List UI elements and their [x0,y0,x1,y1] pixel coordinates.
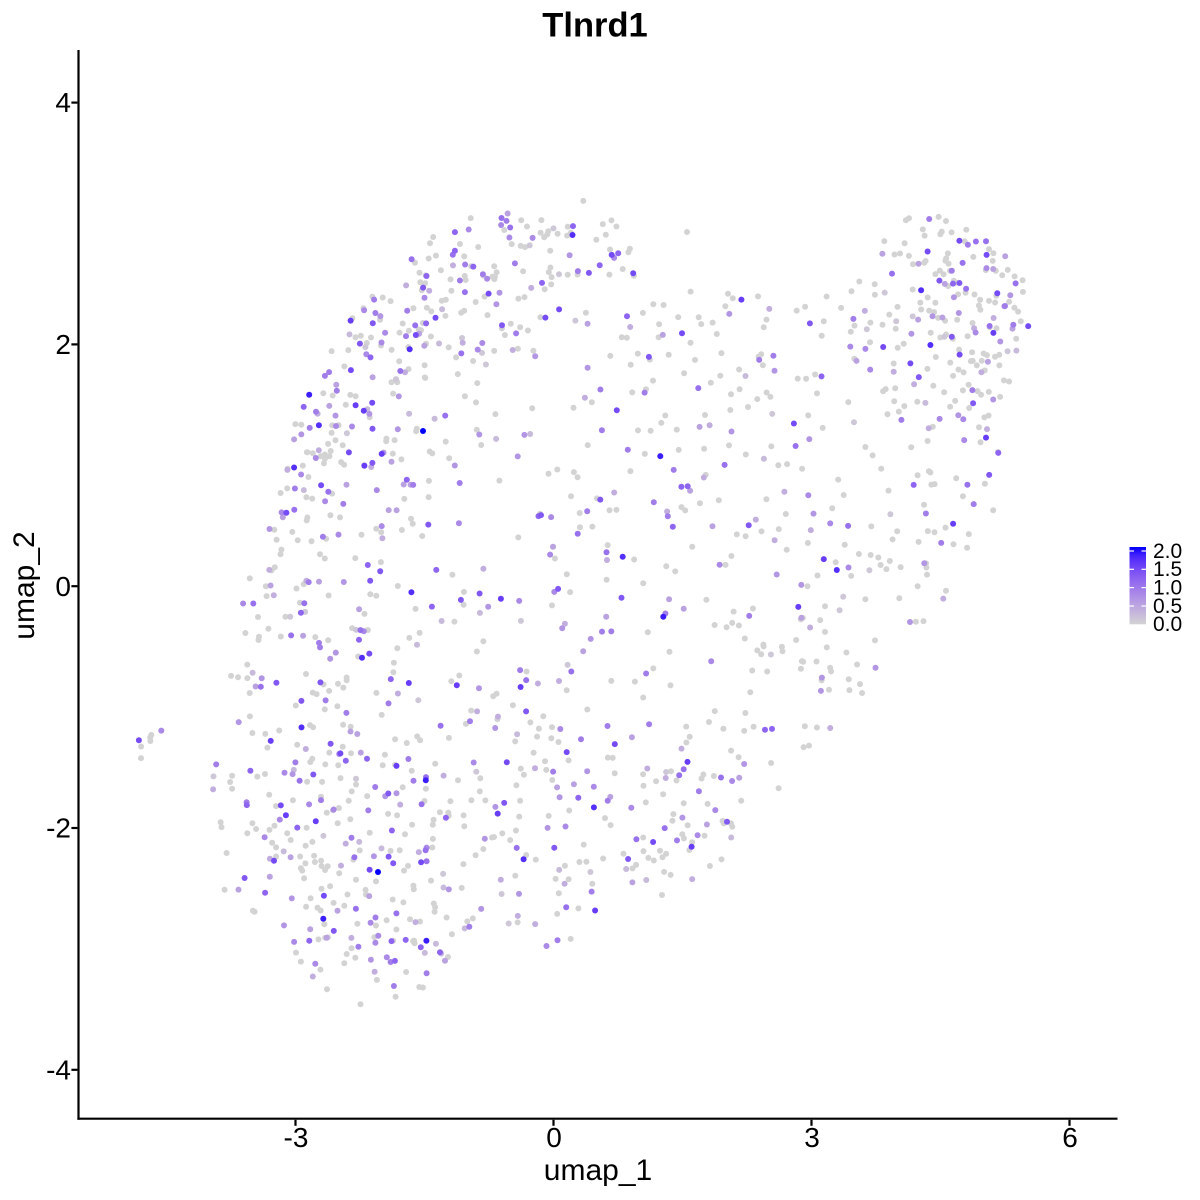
svg-text:-4: -4 [46,1054,71,1085]
svg-text:umap_1: umap_1 [544,1154,652,1187]
svg-text:2.0: 2.0 [1153,540,1182,563]
svg-text:0.0: 0.0 [1153,613,1182,636]
svg-text:4: 4 [55,87,71,118]
svg-text:2: 2 [55,329,71,360]
svg-text:Tlnrd1: Tlnrd1 [542,7,647,45]
svg-text:1.0: 1.0 [1153,577,1182,600]
svg-text:6: 6 [1062,1122,1078,1153]
svg-text:1.5: 1.5 [1153,558,1182,581]
svg-text:0: 0 [55,571,71,602]
svg-text:0.5: 0.5 [1153,595,1182,618]
svg-text:3: 3 [804,1122,820,1153]
svg-text:-2: -2 [46,813,71,844]
svg-text:-3: -3 [284,1122,309,1153]
svg-text:0: 0 [546,1122,562,1153]
svg-text:umap_2: umap_2 [8,531,41,639]
